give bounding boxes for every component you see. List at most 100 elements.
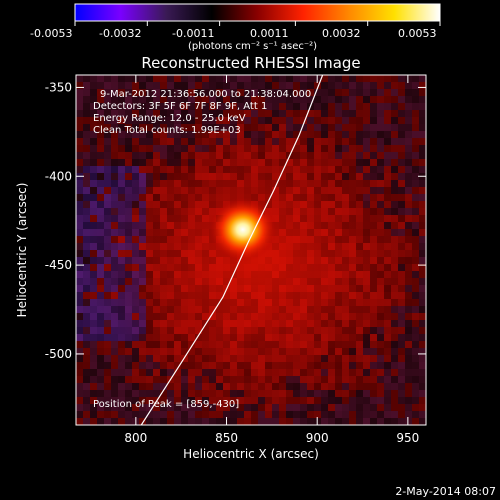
heatmap-cell: [377, 152, 384, 159]
heatmap-cell: [412, 348, 419, 355]
heatmap-cell: [118, 152, 125, 159]
heatmap-cell: [209, 418, 216, 425]
heatmap-cell: [279, 89, 286, 96]
heatmap-cell: [419, 285, 426, 292]
heatmap-cell: [76, 383, 83, 390]
heatmap-cell: [363, 89, 370, 96]
heatmap-cell: [370, 110, 377, 117]
heatmap-cell: [188, 404, 195, 411]
heatmap-cell: [181, 404, 188, 411]
heatmap-cell: [335, 390, 342, 397]
heatmap-cell: [419, 159, 426, 166]
x-tick-label: 850: [215, 431, 238, 445]
heatmap-cell: [328, 418, 335, 425]
heatmap-cell: [342, 110, 349, 117]
heatmap-cell: [307, 110, 314, 117]
heatmap-cell: [76, 369, 83, 376]
heatmap-cell: [342, 75, 349, 82]
heatmap-cell: [391, 117, 398, 124]
heatmap-cell: [391, 166, 398, 173]
heatmap-cell: [321, 397, 328, 404]
heatmap-cell: [405, 138, 412, 145]
heatmap-cell: [97, 159, 104, 166]
heatmap-cell: [118, 362, 125, 369]
heatmap-cell: [97, 320, 104, 327]
heatmap-cell: [230, 418, 237, 425]
heatmap-cell: [90, 201, 97, 208]
heatmap-cell: [398, 110, 405, 117]
heatmap-cell: [209, 411, 216, 418]
y-tick-label: -400: [45, 169, 72, 183]
heatmap-cell: [258, 103, 265, 110]
heatmap-cell: [384, 145, 391, 152]
heatmap-cell: [146, 376, 153, 383]
heatmap-cell: [83, 117, 90, 124]
heatmap-cell: [90, 404, 97, 411]
heatmap-cell: [412, 117, 419, 124]
heatmap-cell: [398, 117, 405, 124]
heatmap-cell: [412, 327, 419, 334]
heatmap-cell: [356, 376, 363, 383]
heatmap-cell: [370, 376, 377, 383]
heatmap-cell: [90, 138, 97, 145]
heatmap-cell: [384, 138, 391, 145]
heatmap-cell: [139, 369, 146, 376]
heatmap-cell: [405, 383, 412, 390]
heatmap-cell: [405, 166, 412, 173]
heatmap-cell: [363, 411, 370, 418]
heatmap-cell: [195, 75, 202, 82]
heatmap-cell: [405, 75, 412, 82]
heatmap-cell: [111, 96, 118, 103]
heatmap-cell: [167, 96, 174, 103]
heatmap-cell: [104, 82, 111, 89]
diffuse-emission: [85, 110, 425, 410]
heatmap-cell: [111, 89, 118, 96]
heatmap-cell: [377, 75, 384, 82]
heatmap-cell: [412, 362, 419, 369]
heatmap-cell: [251, 418, 258, 425]
heatmap-cell: [286, 411, 293, 418]
heatmap-cell: [328, 75, 335, 82]
heatmap-cell: [405, 362, 412, 369]
heatmap-cell: [83, 215, 90, 222]
heatmap-cell: [132, 397, 139, 404]
heatmap-cell: [83, 292, 90, 299]
heatmap-cell: [363, 82, 370, 89]
heatmap-cell: [363, 96, 370, 103]
heatmap-cell: [286, 82, 293, 89]
heatmap-cell: [181, 110, 188, 117]
heatmap-cell: [90, 397, 97, 404]
heatmap-cell: [230, 96, 237, 103]
heatmap-cell: [363, 117, 370, 124]
heatmap-cell: [76, 138, 83, 145]
heatmap-cell: [342, 418, 349, 425]
heatmap-cell: [160, 82, 167, 89]
y-tick-label: -450: [45, 258, 72, 272]
heatmap-cell: [314, 103, 321, 110]
y-tick-label: -350: [45, 80, 72, 94]
x-tick-label: 950: [396, 431, 419, 445]
heatmap-cell: [391, 383, 398, 390]
heatmap-cell: [412, 103, 419, 110]
heatmap-cell: [405, 418, 412, 425]
heatmap-cell: [391, 75, 398, 82]
heatmap-cell: [405, 89, 412, 96]
heatmap-cell: [90, 152, 97, 159]
heatmap-cell: [83, 362, 90, 369]
heatmap-cell: [412, 306, 419, 313]
heatmap-cell: [405, 327, 412, 334]
heatmap-cell: [398, 145, 405, 152]
heatmap-cell: [265, 75, 272, 82]
heatmap-cell: [356, 383, 363, 390]
heatmap-cell: [76, 313, 83, 320]
heatmap-cell: [391, 89, 398, 96]
heatmap-cell: [167, 89, 174, 96]
heatmap-cell: [300, 75, 307, 82]
heatmap-cell: [412, 334, 419, 341]
heatmap-cell: [174, 103, 181, 110]
heatmap-cell: [286, 404, 293, 411]
heatmap-cell: [349, 96, 356, 103]
heatmap-cell: [412, 376, 419, 383]
heatmap-cell: [90, 117, 97, 124]
heatmap-cell: [384, 418, 391, 425]
